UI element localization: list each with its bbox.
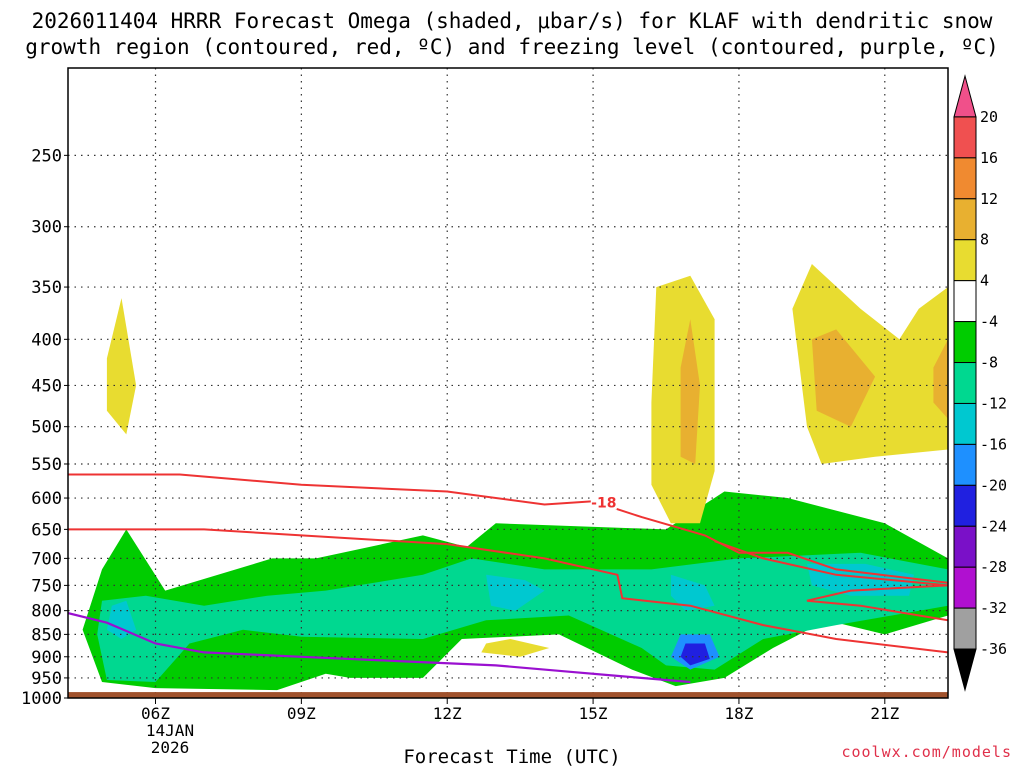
y-tick-label: 800 bbox=[31, 602, 62, 622]
y-tick-label: 900 bbox=[31, 648, 62, 668]
colorbar-label: -32 bbox=[980, 599, 1007, 617]
y-tick-label: 250 bbox=[31, 146, 62, 166]
chart-title-line1: 2026011404 HRRR Forecast Omega (shaded, … bbox=[31, 9, 993, 33]
y-tick-label: 950 bbox=[31, 669, 62, 689]
y-tick-label: 550 bbox=[31, 455, 62, 475]
colorbar-label: -28 bbox=[980, 558, 1007, 576]
colorbar-swatch bbox=[953, 321, 977, 364]
chart-title-line2: growth region (contoured, red, ºC) and f… bbox=[25, 35, 999, 59]
x-tick-label: 15Z bbox=[579, 704, 608, 723]
omega-region-1 bbox=[97, 552, 948, 682]
colorbar-swatch bbox=[953, 116, 977, 159]
colorbar-label: 8 bbox=[980, 231, 989, 249]
colorbar-label: -8 bbox=[980, 354, 998, 372]
y-tick-label: 700 bbox=[31, 549, 62, 569]
y-tick-label: 850 bbox=[31, 625, 62, 645]
freezing-level-contour bbox=[68, 612, 691, 684]
omega-region-13 bbox=[811, 329, 876, 427]
y-tick-label: 300 bbox=[31, 218, 62, 238]
colorbar-swatch bbox=[953, 239, 977, 282]
colorbar-swatch bbox=[953, 198, 977, 241]
x-tick-label: 09Z bbox=[287, 704, 316, 723]
date-label-day: 14JAN bbox=[145, 721, 195, 740]
omega-region-2 bbox=[486, 574, 545, 611]
y-tick-label: 500 bbox=[31, 418, 62, 438]
y-tick-label: 1000 bbox=[21, 689, 62, 709]
colorbar-label: -36 bbox=[980, 640, 1007, 658]
dgz-contour-2 bbox=[714, 540, 948, 622]
omega-region-8 bbox=[106, 298, 137, 435]
colorbar-swatch bbox=[953, 157, 977, 200]
colorbar-swatch bbox=[953, 607, 977, 650]
dgz-label-bg bbox=[590, 494, 617, 510]
y-tick-label: 600 bbox=[31, 489, 62, 509]
colorbar-label: -24 bbox=[980, 517, 1007, 535]
omega-region-11 bbox=[481, 639, 550, 657]
omega-region-7 bbox=[680, 643, 710, 666]
x-tick-label: 12Z bbox=[433, 704, 462, 723]
omega-region-14 bbox=[933, 339, 948, 419]
colorbar-bottom-arrow bbox=[953, 648, 977, 692]
ground-fill bbox=[68, 692, 948, 698]
colorbar-label: -12 bbox=[980, 394, 1007, 412]
plot-frame bbox=[67, 67, 949, 699]
credit-link[interactable]: coolwx.com/models bbox=[841, 743, 1012, 761]
colorbar-label: -16 bbox=[980, 435, 1007, 453]
y-tick-label: 750 bbox=[31, 576, 62, 596]
y-tick-label: 400 bbox=[31, 330, 62, 350]
colorbar-label: -4 bbox=[980, 313, 998, 331]
x-axis-title: Forecast Time (UTC) bbox=[403, 746, 621, 768]
x-tick-label: 21Z bbox=[870, 704, 899, 723]
colorbar-label: 16 bbox=[980, 149, 998, 167]
y-tick-label: 350 bbox=[31, 278, 62, 298]
colorbar-label: 4 bbox=[980, 272, 989, 290]
colorbar-label: -20 bbox=[980, 476, 1007, 494]
colorbar-top-arrow bbox=[953, 74, 977, 118]
y-tick-label: 650 bbox=[31, 520, 62, 540]
omega-region-3 bbox=[670, 574, 715, 611]
colorbar-swatch bbox=[953, 402, 977, 445]
dgz-contour-0 bbox=[68, 473, 948, 584]
colorbar-swatch bbox=[953, 484, 977, 527]
omega-region-12 bbox=[680, 319, 700, 464]
colorbar-swatch bbox=[953, 566, 977, 609]
colorbar-swatch bbox=[953, 280, 977, 323]
dgz-contour-1 bbox=[68, 528, 948, 654]
date-label: 14JAN 2026 bbox=[138, 722, 202, 756]
dgz-contour-label: -18 bbox=[591, 496, 616, 512]
date-label-year: 2026 bbox=[150, 738, 190, 757]
x-tick-label: 06Z bbox=[141, 704, 170, 723]
colorbar-swatch bbox=[953, 525, 977, 568]
colorbar-swatch bbox=[953, 443, 977, 486]
y-tick-label: 450 bbox=[31, 376, 62, 396]
x-tick-label: 18Z bbox=[724, 704, 753, 723]
plot-area: -18 bbox=[68, 68, 948, 698]
colorbar-label: 12 bbox=[980, 190, 998, 208]
colorbar-swatch bbox=[953, 362, 977, 404]
colorbar-label: 20 bbox=[980, 108, 998, 126]
